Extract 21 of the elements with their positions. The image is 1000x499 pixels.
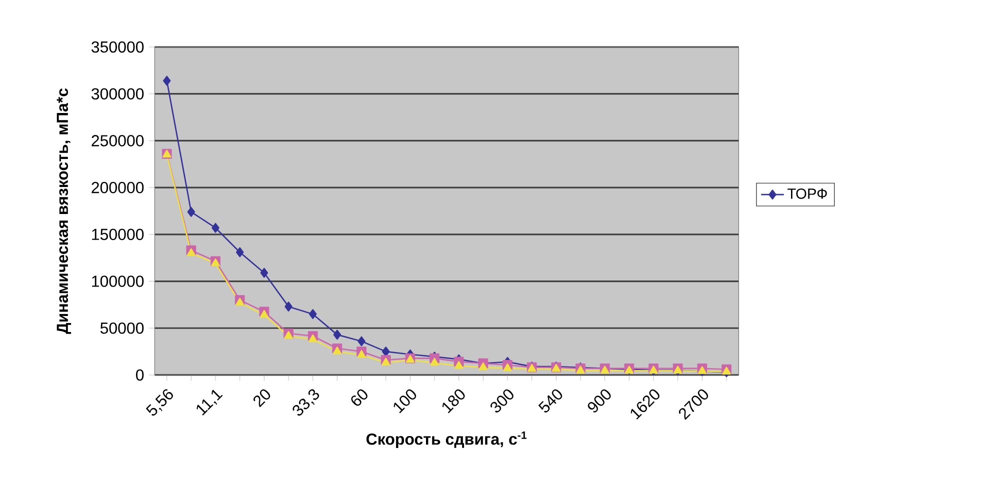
y-tick-label: 300000 (91, 88, 144, 100)
x-tick-label: 60 (351, 389, 368, 406)
x-axis-title: Скорость сдвига, с$^{-1}$ (366, 432, 527, 448)
x-tick-label: 100 (394, 389, 416, 414)
y-tick-label: 0 (136, 369, 144, 381)
y-tick-label: 50000 (100, 322, 144, 334)
y-tick-label: 150000 (92, 228, 144, 240)
y-tick-label: 100000 (92, 276, 144, 287)
x-tick-label: 540 (538, 389, 562, 412)
y-tick-label: 350000 (91, 41, 144, 53)
x-tick-label: 5,56 (146, 389, 173, 416)
legend-label: ТОРФ (788, 188, 827, 199)
x-tick-label: 300 (490, 389, 514, 412)
x-tick-label: 900 (588, 389, 611, 412)
y-tick-label: 250000 (92, 135, 144, 146)
y-tick-label: 200000 (92, 182, 144, 194)
x-tick-label: 33,3 (292, 389, 320, 416)
x-tick-label: 11,1 (196, 390, 223, 416)
y-axis-title: Динамическая вязкость, мПа*с (56, 88, 72, 334)
x-tick-label: 180 (442, 389, 465, 414)
x-tick-label: 20 (254, 389, 270, 408)
